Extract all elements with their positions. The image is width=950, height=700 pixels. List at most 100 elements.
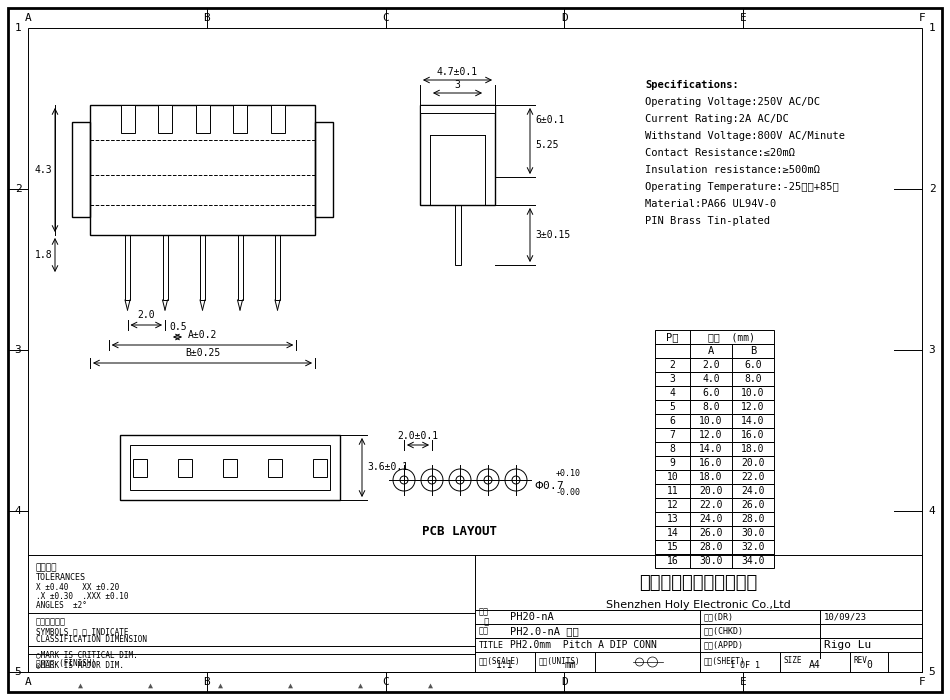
Bar: [223, 458, 237, 477]
Text: 11: 11: [667, 486, 678, 496]
Text: PH2.0-nA 直针: PH2.0-nA 直针: [510, 626, 579, 636]
Text: 检验尺寸标示: 检验尺寸标示: [36, 617, 66, 626]
Bar: [196, 105, 210, 133]
Text: 8: 8: [670, 444, 675, 454]
Text: 16.0: 16.0: [699, 458, 723, 468]
Text: 3: 3: [670, 374, 675, 384]
Text: 0: 0: [866, 660, 872, 670]
Bar: [90, 105, 315, 235]
Text: 12.0: 12.0: [699, 430, 723, 440]
Text: 26.0: 26.0: [699, 528, 723, 538]
Text: D: D: [561, 677, 568, 687]
Bar: [420, 105, 495, 205]
Text: 2.0: 2.0: [702, 360, 720, 370]
Text: ▲: ▲: [357, 680, 363, 690]
Text: PCB LAYOUT: PCB LAYOUT: [423, 525, 498, 538]
Text: 1 OF 1: 1 OF 1: [730, 661, 760, 669]
Text: Operating Voltage:250V AC/DC: Operating Voltage:250V AC/DC: [645, 97, 820, 107]
Text: 5.25: 5.25: [535, 140, 559, 150]
Text: F: F: [919, 677, 925, 687]
Bar: [178, 458, 192, 477]
Text: A4: A4: [809, 660, 821, 670]
Text: PIN Brass Tin-plated: PIN Brass Tin-plated: [645, 216, 770, 226]
Bar: [655, 526, 774, 540]
Text: B±0.25: B±0.25: [185, 348, 220, 358]
Text: TOLERANCES: TOLERANCES: [36, 573, 86, 582]
Text: P数: P数: [666, 332, 678, 342]
Text: 18.0: 18.0: [699, 472, 723, 482]
Text: 24.0: 24.0: [741, 486, 765, 496]
Text: 深圳市宏利电子有限公司: 深圳市宏利电子有限公司: [639, 574, 758, 592]
Text: 3±0.15: 3±0.15: [535, 230, 570, 240]
Text: 10.0: 10.0: [699, 416, 723, 426]
Text: A±0.2: A±0.2: [188, 330, 218, 340]
Text: 2.0±0.1: 2.0±0.1: [397, 431, 439, 441]
Bar: [238, 235, 242, 300]
Bar: [655, 372, 774, 386]
Text: Insulation resistance:≥500mΩ: Insulation resistance:≥500mΩ: [645, 165, 820, 175]
Bar: [72, 122, 90, 217]
Bar: [655, 470, 774, 484]
Bar: [655, 442, 774, 456]
Circle shape: [449, 469, 471, 491]
Text: ▲: ▲: [428, 680, 432, 690]
Bar: [655, 484, 774, 498]
Text: 16: 16: [667, 556, 678, 566]
Text: 20.0: 20.0: [699, 486, 723, 496]
Text: E: E: [740, 13, 747, 23]
Bar: [315, 122, 333, 217]
Text: 18.0: 18.0: [741, 444, 765, 454]
Text: 26.0: 26.0: [741, 500, 765, 510]
Text: 13: 13: [667, 514, 678, 524]
Bar: [655, 554, 774, 568]
Text: F: F: [919, 13, 925, 23]
Circle shape: [648, 657, 657, 667]
Bar: [275, 235, 280, 300]
Bar: [313, 458, 327, 477]
Text: 工程
  号: 工程 号: [479, 608, 489, 626]
Text: CLASSIFICATION DIMENSION: CLASSIFICATION DIMENSION: [36, 635, 147, 644]
Circle shape: [393, 469, 415, 491]
Text: 34.0: 34.0: [741, 556, 765, 566]
Text: SIZE: SIZE: [784, 656, 803, 665]
Bar: [655, 414, 774, 428]
Circle shape: [512, 476, 520, 484]
Text: 4.7±0.1: 4.7±0.1: [437, 67, 478, 77]
Text: 6.0: 6.0: [744, 360, 762, 370]
Text: A: A: [25, 677, 31, 687]
Text: ▲: ▲: [147, 680, 153, 690]
Bar: [655, 456, 774, 470]
Text: 5: 5: [928, 667, 936, 677]
Circle shape: [477, 469, 499, 491]
Text: 审核(CHKD): 审核(CHKD): [704, 626, 744, 636]
Bar: [28, 555, 922, 672]
Text: 2: 2: [928, 184, 936, 194]
Circle shape: [428, 476, 436, 484]
Text: Contact Resistance:≤20mΩ: Contact Resistance:≤20mΩ: [645, 148, 795, 158]
Text: 8.0: 8.0: [702, 402, 720, 412]
Text: 30.0: 30.0: [741, 528, 765, 538]
Text: 30.0: 30.0: [699, 556, 723, 566]
Text: Material:PA66 UL94V-0: Material:PA66 UL94V-0: [645, 199, 776, 209]
Bar: [162, 235, 167, 300]
Text: B: B: [203, 677, 210, 687]
Text: 4: 4: [670, 388, 675, 398]
Bar: [121, 105, 135, 133]
Text: C: C: [382, 677, 389, 687]
Text: 4: 4: [928, 506, 936, 516]
Text: ANGLES  ±2°: ANGLES ±2°: [36, 601, 86, 610]
Circle shape: [636, 658, 643, 666]
Text: 3: 3: [928, 345, 936, 355]
Bar: [655, 386, 774, 400]
Text: A: A: [708, 346, 714, 356]
Text: PH2.0mm  Pitch A DIP CONN: PH2.0mm Pitch A DIP CONN: [510, 640, 656, 650]
Text: 2.0: 2.0: [138, 310, 155, 320]
Text: 3: 3: [454, 80, 461, 90]
Bar: [233, 105, 247, 133]
Text: 比例(SCALE): 比例(SCALE): [479, 656, 521, 665]
Text: 14.0: 14.0: [741, 416, 765, 426]
Bar: [655, 428, 774, 442]
Text: 2: 2: [670, 360, 675, 370]
Text: 22.0: 22.0: [741, 472, 765, 482]
Text: 5: 5: [14, 667, 21, 677]
